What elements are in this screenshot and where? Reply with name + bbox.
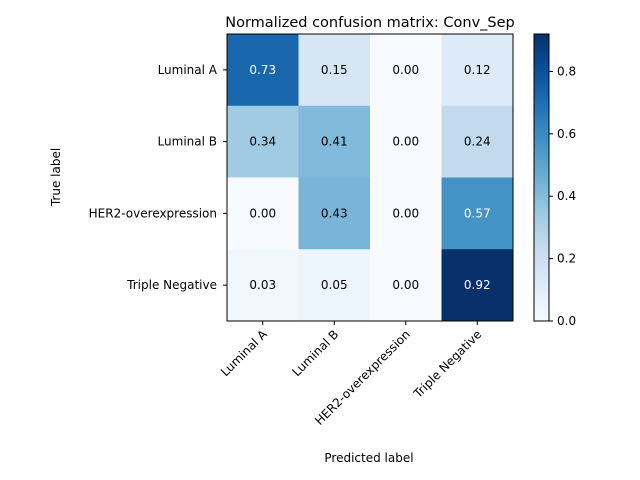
y-axis-label: True label bbox=[49, 148, 63, 207]
cell-value-label: 0.43 bbox=[321, 206, 348, 220]
x-axis-label: Predicted label bbox=[324, 451, 413, 465]
heatmap-cell bbox=[441, 105, 514, 178]
cell-value-label: 0.34 bbox=[249, 135, 276, 149]
cell-value-label: 0.00 bbox=[392, 135, 419, 149]
colorbar-tick-label: 0.4 bbox=[557, 189, 576, 203]
cell-value-label: 0.57 bbox=[464, 206, 491, 220]
colorbar-ticks: 0.0 0.2 0.4 0.6 0.8 bbox=[549, 64, 576, 328]
cell-value-label: 0.00 bbox=[392, 206, 419, 220]
cell-value-label: 0.73 bbox=[249, 63, 276, 77]
cell-value-label: 0.03 bbox=[249, 278, 276, 292]
colorbar-tick-label: 0.8 bbox=[557, 64, 576, 78]
chart-title: Normalized confusion matrix: Conv_Sep bbox=[225, 15, 515, 31]
colorbar-tick-label: 0.0 bbox=[557, 314, 576, 328]
cell-value-label: 0.05 bbox=[321, 278, 348, 292]
cell-value-label: 0.92 bbox=[464, 278, 491, 292]
cell-value-label: 0.12 bbox=[464, 63, 491, 77]
heatmap-cell bbox=[370, 34, 442, 107]
x-tick-label: Luminal A bbox=[218, 327, 270, 379]
heatmap-cell bbox=[298, 177, 371, 250]
y-tick-label: Luminal A bbox=[158, 63, 218, 77]
colorbar-tick-label: 0.6 bbox=[557, 127, 576, 141]
plot-frame bbox=[226, 33, 514, 322]
heatmap-cell bbox=[227, 177, 299, 250]
heatmap-cell bbox=[227, 105, 299, 178]
heatmap-cell bbox=[298, 105, 371, 178]
heatmap-cell bbox=[441, 249, 514, 322]
heatmap-cell bbox=[298, 34, 371, 107]
y-tick-label: Triple Negative bbox=[126, 278, 217, 292]
heatmap-cell bbox=[298, 249, 371, 322]
x-tick-label: Luminal B bbox=[289, 327, 341, 379]
heatmap-cell bbox=[441, 177, 514, 250]
x-axis-ticks: Luminal A Luminal BHER2-overexpressionTri… bbox=[218, 321, 484, 428]
heatmap-cell bbox=[227, 249, 299, 322]
cell-value-label: 0.24 bbox=[464, 135, 491, 149]
heatmap-cell bbox=[441, 34, 514, 107]
heatmap-cells: 0.73 0.15 0.00 0.12 0.34 0.41 0.00 0.24 0.00 0.43… bbox=[227, 34, 514, 322]
colorbar bbox=[533, 33, 550, 322]
cell-value-label: 0.00 bbox=[392, 63, 419, 77]
cell-value-label: 0.00 bbox=[392, 278, 419, 292]
y-tick-label: Luminal B bbox=[158, 135, 217, 149]
heatmap-cell bbox=[370, 105, 442, 178]
cell-value-label: 0.15 bbox=[321, 63, 348, 77]
y-axis-ticks: Luminal A Luminal B HER2-overexpression Tri… bbox=[89, 63, 227, 292]
cell-value-label: 0.00 bbox=[249, 206, 276, 220]
heatmap-cell bbox=[370, 177, 442, 250]
y-tick-label: HER2-overexpression bbox=[89, 206, 217, 220]
colorbar-tick-label: 0.2 bbox=[557, 252, 576, 266]
heatmap-cell bbox=[227, 34, 299, 107]
heatmap-cell bbox=[370, 249, 442, 322]
x-tick-label: Triple Negative bbox=[410, 327, 484, 401]
cell-value-label: 0.41 bbox=[321, 135, 348, 149]
